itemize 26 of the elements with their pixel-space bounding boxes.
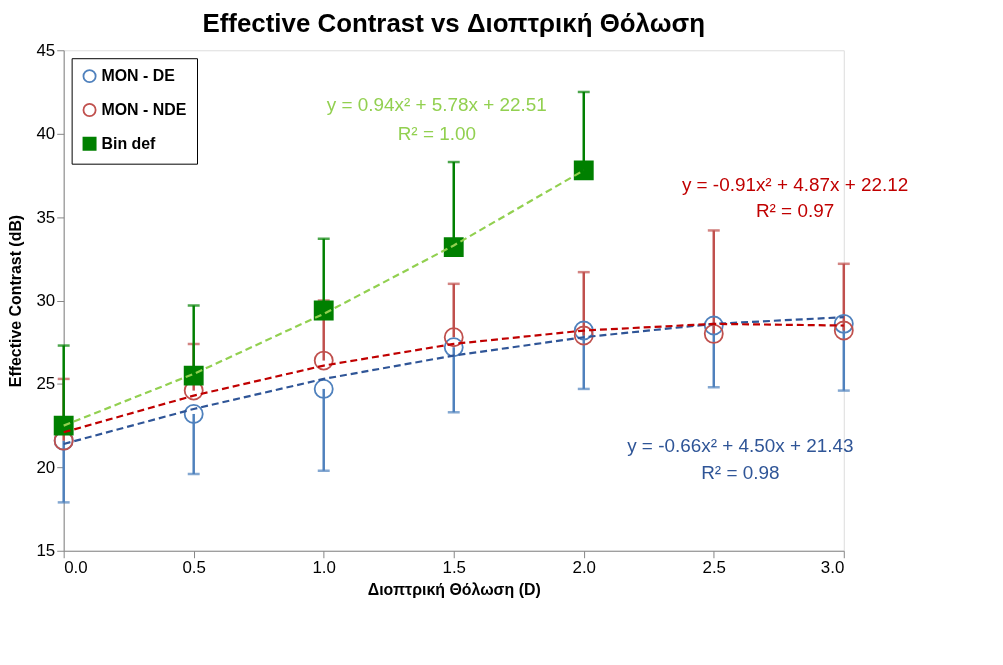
legend-label: Bin def xyxy=(101,134,157,152)
annotation: R² = 0.98 xyxy=(701,462,780,484)
x-tick-label: 1.0 xyxy=(312,558,336,578)
x-tick-label: 0.0 xyxy=(64,558,88,578)
y-tick-label: 40 xyxy=(36,124,56,144)
y-tick-label: 25 xyxy=(36,374,56,394)
annotation: y = -0.91x² + 4.87x + 22.12 xyxy=(681,173,909,195)
x-tick-label: 2.0 xyxy=(572,558,597,578)
x-tick-label: 1.5 xyxy=(442,558,466,578)
x-tick-label: 2.5 xyxy=(702,558,727,578)
annotation: R² = 1.00 xyxy=(397,122,476,144)
y-tick-label: 15 xyxy=(36,541,56,561)
y-tick-label: 45 xyxy=(36,40,56,60)
y-axis-title: Effective Contrast (dB) xyxy=(7,214,25,388)
legend-label: MON - DE xyxy=(101,67,175,85)
chart-title: Effective Contrast vs Διοπτρική Θόλωση xyxy=(202,9,705,38)
annotation: R² = 0.97 xyxy=(755,200,835,222)
y-tick-label: 30 xyxy=(36,290,56,310)
y-tick-label: 35 xyxy=(36,207,56,227)
annotation: y = 0.94x² + 5.78x + 22.51 xyxy=(326,93,547,115)
legend-label: MON - NDE xyxy=(101,100,187,118)
annotation: y = -0.66x² + 4.50x + 21.43 xyxy=(627,435,854,457)
x-tick-label: 3.0 xyxy=(820,558,845,578)
y-tick-label: 20 xyxy=(36,457,56,477)
x-axis-title: Διοπτρική Θόλωση (D) xyxy=(367,581,541,599)
x-tick-label: 0.5 xyxy=(182,558,206,578)
